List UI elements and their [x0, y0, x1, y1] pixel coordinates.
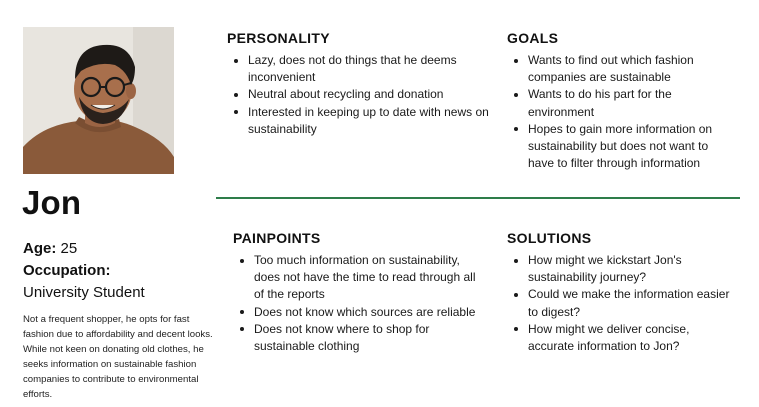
personality-heading: PERSONALITY [227, 30, 330, 46]
goals-heading: GOALS [507, 30, 559, 46]
list-item: Interested in keeping up to date with ne… [227, 104, 489, 138]
persona-age: Age: 25 [23, 240, 77, 257]
solutions-list: How might we kickstart Jon's sustainabil… [507, 252, 737, 355]
list-item: How might we kickstart Jon's sustainabil… [507, 252, 737, 286]
persona-name: Jon [22, 184, 82, 221]
age-label: Age: [23, 240, 57, 257]
personality-list: Lazy, does not do things that he deems i… [227, 52, 489, 138]
list-item: Hopes to gain more information on sustai… [507, 121, 737, 173]
list-item: Wants to do his part for the environment [507, 86, 737, 120]
list-item: Neutral about recycling and donation [227, 86, 489, 103]
personality-section: PERSONALITY Lazy, does not do things tha… [227, 30, 489, 138]
list-item: Does not know where to shop for sustaina… [233, 321, 483, 355]
list-item: How might we deliver concise, accurate i… [507, 321, 737, 355]
list-item: Lazy, does not do things that he deems i… [227, 52, 489, 86]
age-value: 25 [60, 240, 78, 257]
solutions-heading: SOLUTIONS [507, 230, 592, 246]
section-divider [216, 197, 740, 199]
painpoints-section: PAINPOINTS Too much information on susta… [233, 230, 483, 355]
goals-section: GOALS Wants to find out which fashion co… [507, 30, 737, 172]
list-item: Too much information on sustainability, … [233, 252, 483, 304]
occupation-value: University Student [23, 284, 145, 301]
list-item: Does not know which sources are reliable [233, 304, 483, 321]
list-item: Wants to find out which fashion companie… [507, 52, 737, 86]
list-item: Could we make the information easier to … [507, 286, 737, 320]
solutions-section: SOLUTIONS How might we kickstart Jon's s… [507, 230, 737, 355]
persona-bio: Not a frequent shopper, he opts for fast… [23, 314, 213, 401]
persona-photo [23, 27, 174, 174]
occupation-label: Occupation: [23, 262, 111, 279]
painpoints-list: Too much information on sustainability, … [233, 252, 483, 355]
person-portrait-image [23, 27, 174, 174]
goals-list: Wants to find out which fashion companie… [507, 52, 737, 172]
painpoints-heading: PAINPOINTS [233, 230, 321, 246]
